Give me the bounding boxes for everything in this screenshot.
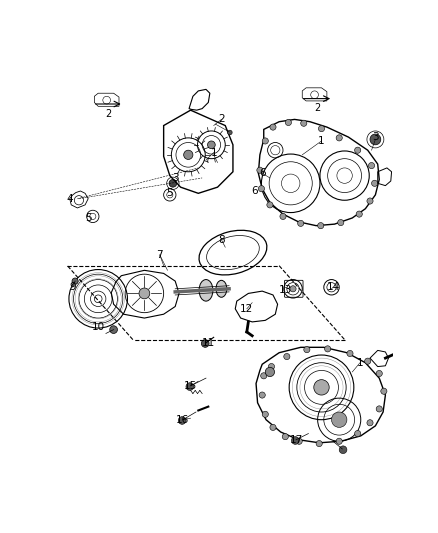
Circle shape <box>228 130 232 135</box>
Circle shape <box>270 124 276 130</box>
Circle shape <box>72 278 78 284</box>
Text: 11: 11 <box>201 338 215 348</box>
Circle shape <box>291 437 299 445</box>
Circle shape <box>314 379 329 395</box>
Text: 14: 14 <box>326 282 340 292</box>
Circle shape <box>259 392 265 398</box>
Circle shape <box>139 288 150 299</box>
Circle shape <box>262 138 268 144</box>
Circle shape <box>298 220 304 227</box>
Text: 1: 1 <box>318 136 325 146</box>
Circle shape <box>347 350 353 357</box>
Circle shape <box>267 202 273 208</box>
Text: 4: 4 <box>67 193 73 204</box>
Ellipse shape <box>199 280 213 301</box>
Text: 5: 5 <box>85 213 92 223</box>
Circle shape <box>290 286 296 292</box>
Text: 8: 8 <box>218 235 225 245</box>
Text: 13: 13 <box>279 285 292 295</box>
Circle shape <box>376 370 382 377</box>
Circle shape <box>257 167 263 173</box>
Circle shape <box>367 198 373 204</box>
Circle shape <box>332 412 347 427</box>
Circle shape <box>316 440 322 447</box>
Circle shape <box>371 180 378 187</box>
Circle shape <box>268 364 275 370</box>
Text: 12: 12 <box>240 304 254 314</box>
Text: 6: 6 <box>251 186 258 196</box>
Text: 15: 15 <box>184 381 197 391</box>
Ellipse shape <box>216 280 227 297</box>
Circle shape <box>356 211 362 217</box>
Circle shape <box>304 346 310 353</box>
Text: 16: 16 <box>176 415 190 425</box>
Circle shape <box>169 180 177 187</box>
Circle shape <box>381 388 387 394</box>
Circle shape <box>368 163 374 168</box>
Circle shape <box>258 185 265 192</box>
Circle shape <box>280 213 286 220</box>
Circle shape <box>184 150 193 159</box>
Text: 1: 1 <box>210 148 217 158</box>
Circle shape <box>270 424 276 431</box>
Circle shape <box>318 126 325 132</box>
Circle shape <box>367 419 373 426</box>
Circle shape <box>355 147 361 154</box>
Circle shape <box>201 340 209 348</box>
Circle shape <box>262 411 268 417</box>
Text: 7: 7 <box>156 250 163 260</box>
Text: 2: 2 <box>218 115 225 124</box>
Text: 3: 3 <box>172 173 179 183</box>
Circle shape <box>110 326 117 334</box>
Circle shape <box>186 383 194 391</box>
Text: 6: 6 <box>259 168 265 179</box>
Circle shape <box>318 223 324 229</box>
Circle shape <box>178 417 186 424</box>
Circle shape <box>376 406 382 412</box>
Circle shape <box>265 367 275 377</box>
Text: 3: 3 <box>372 132 379 142</box>
Text: 1: 1 <box>357 358 363 368</box>
Circle shape <box>261 373 267 379</box>
Circle shape <box>208 141 215 149</box>
Circle shape <box>301 120 307 126</box>
Circle shape <box>336 438 342 445</box>
Circle shape <box>370 134 381 145</box>
Circle shape <box>355 431 361 437</box>
Text: 2: 2 <box>105 109 111 119</box>
Circle shape <box>325 346 331 352</box>
Circle shape <box>296 438 302 445</box>
Circle shape <box>285 119 291 126</box>
Circle shape <box>339 446 347 454</box>
Circle shape <box>336 135 342 141</box>
Circle shape <box>284 353 290 360</box>
Circle shape <box>364 358 371 364</box>
Circle shape <box>282 433 288 440</box>
Text: 5: 5 <box>166 188 172 198</box>
Text: 10: 10 <box>92 322 105 332</box>
Text: 2: 2 <box>314 103 321 113</box>
Text: 17: 17 <box>290 435 303 445</box>
Circle shape <box>338 220 344 225</box>
Text: 9: 9 <box>70 282 76 292</box>
